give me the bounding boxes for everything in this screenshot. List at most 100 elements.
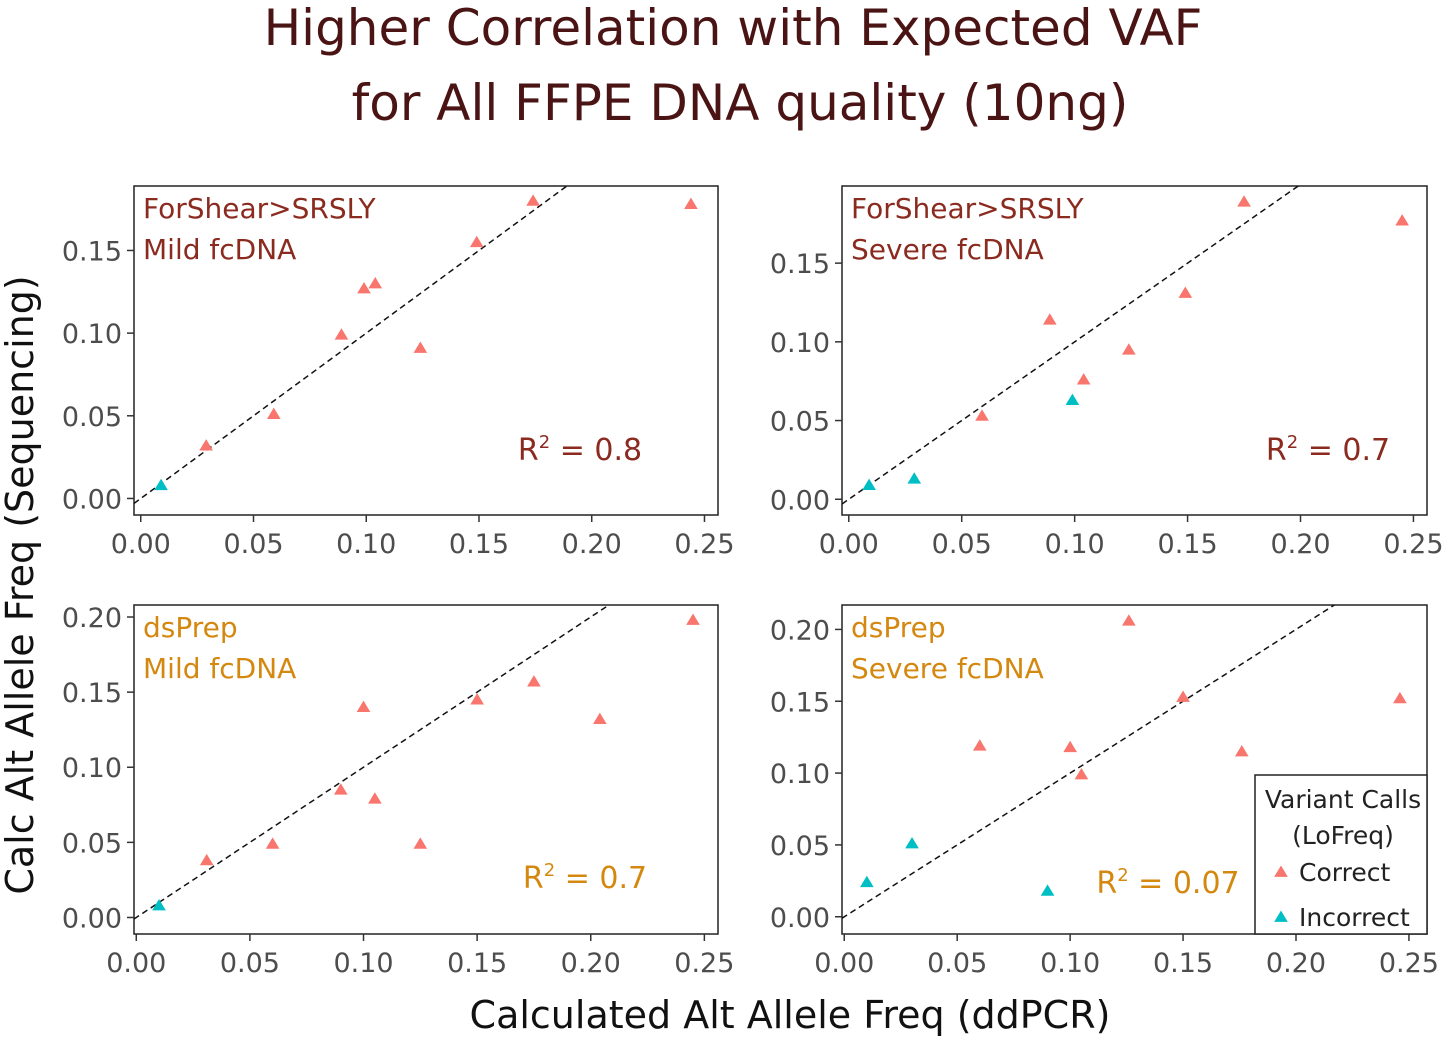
legend-label-correct: Correct (1299, 858, 1390, 887)
panel-2: 0.00 0.05 0.10 0.15 0.20 0.25 0.00 0.05 0.10 0.15… (770, 185, 1444, 560)
y-tick-label: 0.00 (770, 485, 830, 516)
reference-line-y-equals-x (842, 605, 1335, 919)
y-tick-label: 0.05 (62, 828, 122, 859)
chart-title-line-1: Higher Correlation with Expected VAF (264, 0, 1203, 57)
x-tick-label: 0.15 (447, 948, 507, 979)
x-tick-label: 0.00 (819, 529, 879, 560)
legend-marker-incorrect (1274, 910, 1288, 922)
y-tick-label: 0.05 (770, 831, 830, 862)
x-tick-label: 0.05 (220, 948, 280, 979)
x-tick-label: 0.25 (674, 948, 734, 979)
x-axis-label: Calculated Alt Allele Freq (ddPCR) (470, 993, 1111, 1037)
y-tick-label: 0.20 (62, 603, 122, 634)
r-squared-annotation: R2 = 0.7 (523, 860, 647, 896)
point-incorrect (860, 875, 874, 888)
point-correct (1042, 313, 1057, 325)
panel-label-line-1: dsPrep (143, 611, 238, 644)
y-tick-label: 0.00 (62, 903, 122, 934)
x-tick-label: 0.00 (814, 948, 874, 979)
x-tick-label: 0.20 (562, 529, 622, 560)
panel-label-line-2: Severe fcDNA (851, 233, 1044, 266)
chart-title-line-2: for All FFPE DNA quality (10ng) (352, 74, 1129, 132)
point-correct (357, 282, 371, 294)
reference-line-y-equals-x (134, 605, 610, 920)
point-correct (972, 739, 987, 751)
panel-1: 0.00 0.05 0.10 0.15 0.20 0.25 0.00 0.05 0.10 0.15… (62, 185, 735, 560)
point-correct (1178, 286, 1193, 298)
y-tick-label: 0.15 (770, 249, 830, 280)
point-correct (368, 792, 382, 804)
x-tick-label: 0.25 (674, 529, 734, 560)
point-correct (356, 700, 371, 713)
panel-label-line-2: Mild fcDNA (143, 233, 296, 266)
point-correct (1076, 373, 1091, 385)
panel-label-line-1: ForShear>SRSLY (143, 192, 377, 225)
panel-label-line-2: Severe fcDNA (851, 652, 1044, 685)
point-correct (333, 783, 348, 795)
x-tick-label: 0.00 (106, 948, 166, 979)
point-correct (684, 197, 698, 210)
x-tick-label: 0.20 (1270, 529, 1330, 560)
x-tick-label: 0.10 (333, 948, 393, 979)
panel-3: 0.00 0.05 0.10 0.15 0.20 0.25 0.00 0.05 0.10 0.15… (62, 603, 735, 979)
x-tick-label: 0.05 (932, 529, 992, 560)
point-correct (975, 409, 989, 421)
x-tick-label: 0.05 (927, 948, 987, 979)
point-correct (1063, 740, 1077, 753)
legend: Variant Calls (LoFreq) Correct Incorrect (1254, 774, 1428, 935)
x-tick-label: 0.15 (449, 529, 509, 560)
point-incorrect (1065, 393, 1080, 405)
point-correct (527, 675, 541, 687)
legend-label-incorrect: Incorrect (1299, 903, 1410, 932)
point-correct (368, 277, 383, 289)
panel-4: 0.00 0.05 0.10 0.15 0.20 0.25 0.00 0.05 0.10 0.15… (770, 604, 1439, 979)
y-tick-label: 0.15 (770, 687, 830, 718)
legend-title-line-1: Variant Calls (1265, 785, 1421, 814)
x-tick-label: 0.10 (336, 529, 396, 560)
point-correct (1237, 195, 1251, 207)
x-tick-label: 0.10 (1040, 948, 1100, 979)
point-correct (199, 853, 214, 866)
y-tick-label: 0.10 (62, 319, 122, 350)
point-correct (593, 712, 607, 725)
panel-label-line-2: Mild fcDNA (143, 652, 296, 685)
point-incorrect (154, 478, 168, 491)
point-correct (334, 328, 349, 340)
point-correct (1122, 614, 1136, 626)
panel-label-line-1: dsPrep (851, 611, 946, 644)
point-correct (413, 341, 428, 353)
point-incorrect (905, 836, 919, 849)
point-correct (469, 235, 484, 248)
point-correct (1393, 691, 1407, 704)
panel-label-line-1: ForShear>SRSLY (851, 192, 1085, 225)
point-correct (1122, 343, 1136, 355)
y-tick-label: 0.00 (770, 903, 830, 934)
legend-box (1254, 774, 1428, 935)
y-tick-label: 0.05 (770, 407, 830, 438)
legend-title-line-2: (LoFreq) (1292, 821, 1394, 850)
point-correct (1395, 214, 1409, 226)
y-axis-label: Calc Alt Allele Freq (Sequencing) (0, 275, 42, 894)
point-correct (1176, 690, 1190, 702)
x-tick-label: 0.25 (1383, 529, 1443, 560)
point-correct (526, 194, 540, 206)
r-squared-annotation: R2 = 0.8 (518, 432, 642, 468)
x-tick-label: 0.25 (1379, 948, 1439, 979)
y-tick-label: 0.15 (62, 678, 122, 709)
point-incorrect (907, 472, 922, 484)
point-correct (199, 439, 213, 451)
x-tick-label: 0.20 (1266, 948, 1326, 979)
x-tick-label: 0.15 (1158, 529, 1218, 560)
y-tick-label: 0.10 (770, 328, 830, 359)
x-tick-label: 0.20 (561, 948, 621, 979)
point-incorrect (1040, 884, 1055, 896)
point-incorrect (862, 478, 876, 490)
point-correct (470, 693, 484, 705)
panel-frame (841, 185, 1428, 516)
y-tick-label: 0.10 (770, 759, 830, 790)
point-incorrect (152, 898, 166, 911)
point-correct (1234, 745, 1249, 757)
point-correct (413, 837, 428, 849)
y-tick-label: 0.20 (770, 615, 830, 646)
